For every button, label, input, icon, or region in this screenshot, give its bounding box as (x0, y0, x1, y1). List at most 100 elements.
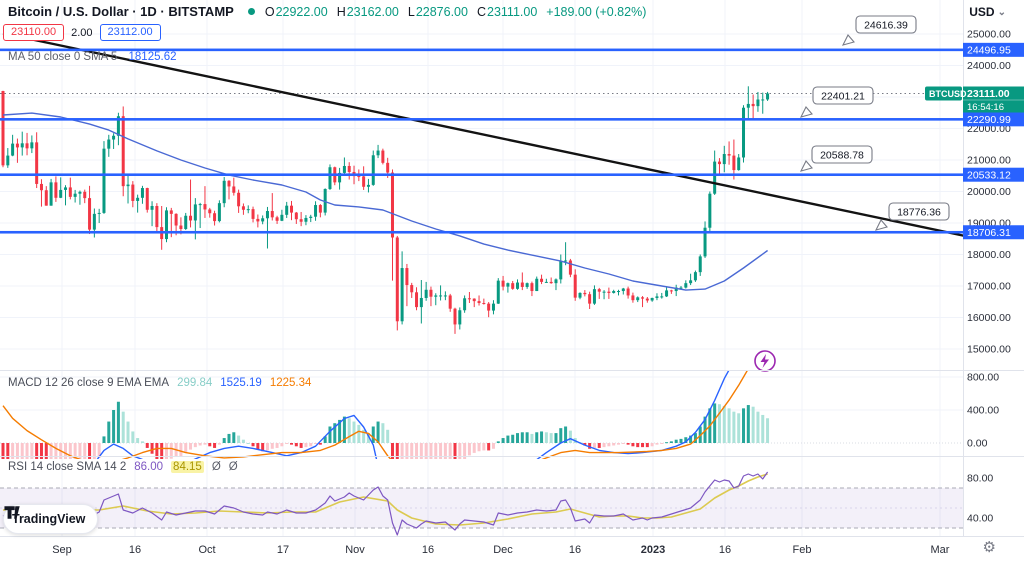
level-badge-bg (963, 112, 1024, 127)
macd-bar (626, 443, 630, 445)
macd-bar (501, 438, 505, 443)
candle (482, 303, 486, 305)
chevron-down-icon: ⌄ (997, 6, 1006, 18)
symbol-title[interactable]: Bitcoin / U.S. Dollar · 1D · BITSTAMP (8, 4, 234, 19)
macd-bar (371, 426, 375, 443)
rsi-sma-line (2, 473, 768, 526)
macd-bar (482, 443, 486, 451)
callout-tail (841, 34, 855, 46)
time-axis-label: 17 (277, 544, 289, 556)
macd-bar (145, 443, 149, 448)
macd-bar (746, 405, 750, 443)
candle (597, 289, 601, 292)
candle (328, 167, 332, 189)
rsi-legend[interactable]: RSI 14 close SMA 14 2 86.00 84.15 Ø Ø (8, 461, 238, 473)
candle (318, 205, 322, 213)
candle (415, 292, 419, 308)
horizontal-level-line[interactable] (0, 118, 963, 121)
tradingview-attribution[interactable]: TradingView (3, 504, 99, 534)
price-callout[interactable]: 22401.21 (799, 86, 874, 118)
macd-bar (616, 443, 620, 445)
callout-box (855, 15, 917, 34)
rsi-value: 86.00 (134, 461, 164, 473)
macd-bar (621, 443, 625, 444)
candle (616, 291, 620, 293)
sell-button[interactable]: 23110.00 (3, 24, 65, 41)
macd-bar (722, 405, 726, 443)
candle (400, 268, 404, 322)
candle (756, 99, 760, 107)
macd-bar (669, 441, 673, 443)
candle (73, 193, 77, 197)
candle (150, 205, 154, 210)
candle (20, 143, 24, 148)
macd-bar (30, 443, 34, 459)
lightning-trade-marker[interactable] (754, 350, 776, 372)
macd-bar (314, 443, 318, 444)
macd-bar (732, 411, 736, 443)
macd-bar (434, 443, 438, 459)
axis-settings-gear-icon[interactable]: ⚙ (982, 539, 996, 556)
high-value: 23162.00 (346, 4, 399, 19)
candle (203, 204, 207, 210)
candle (217, 203, 221, 222)
macd-bar (39, 443, 43, 459)
macd-bar (693, 433, 697, 443)
currency-label: USD (969, 5, 995, 19)
candle (126, 184, 130, 187)
price-callout[interactable]: 18776.36 (874, 202, 950, 231)
candle (97, 212, 101, 214)
candle (25, 143, 29, 149)
callout-tail (874, 219, 888, 231)
macd-bar (97, 443, 101, 458)
horizontal-level-line[interactable] (0, 173, 963, 177)
macd-bar (506, 435, 510, 443)
horizontal-level-line[interactable] (0, 230, 963, 234)
macd-bar (766, 418, 770, 443)
rsi-sma-value: 84.15 (171, 461, 204, 473)
macd-bar (246, 443, 250, 444)
macd-legend[interactable]: MACD 12 26 close 9 EMA EMA 299.84 1525.1… (8, 377, 311, 389)
macd-bar (189, 443, 193, 450)
macd-bar (516, 433, 520, 443)
macd-bar (198, 443, 202, 446)
candle (44, 190, 48, 206)
candle (323, 188, 327, 213)
macd-bar (213, 443, 217, 448)
macd-bar (155, 443, 159, 459)
candle (419, 297, 423, 308)
candle (102, 148, 106, 213)
bar-countdown-text: 16:54:16 (967, 102, 1004, 113)
ma-legend[interactable]: MA 50 close 0 SMA 5 18125.62 (8, 51, 176, 63)
callout-box (812, 86, 874, 105)
macd-bar (458, 443, 462, 459)
macd-bar (126, 421, 130, 443)
candle (713, 161, 717, 194)
candle (434, 295, 438, 297)
candle (559, 261, 563, 280)
callout-tail (799, 160, 813, 172)
macd-bar (612, 443, 616, 446)
macd-bar (689, 435, 693, 443)
macd-bar (256, 443, 260, 450)
trendline[interactable] (2, 32, 965, 237)
currency-selector[interactable]: USD ⌄ (969, 5, 1006, 19)
price-callout[interactable]: 24616.39 (841, 15, 917, 46)
ma-value: 18125.62 (128, 51, 177, 63)
candle (54, 182, 58, 198)
candle (184, 215, 188, 229)
time-axis-label: Dec (493, 544, 513, 556)
candle (107, 139, 111, 149)
candle (535, 278, 539, 292)
macd-line (96, 371, 730, 459)
price-callout[interactable]: 20588.78 (799, 145, 873, 172)
macd-bar (352, 421, 356, 443)
buy-button[interactable]: 23112.00 (99, 24, 161, 41)
macd-bar (20, 443, 24, 459)
macd-bar (88, 443, 92, 459)
callout-text: 24616.39 (864, 19, 908, 31)
level-badge-text: 24496.95 (967, 45, 1011, 57)
horizontal-level-line[interactable] (0, 48, 963, 52)
candle (588, 294, 592, 304)
